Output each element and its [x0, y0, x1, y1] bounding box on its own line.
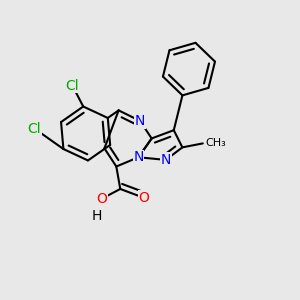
Text: O: O	[139, 191, 149, 205]
Text: Cl: Cl	[28, 122, 41, 136]
Text: N: N	[135, 114, 145, 128]
Text: O: O	[97, 191, 108, 206]
Text: Cl: Cl	[66, 79, 79, 93]
Text: CH₃: CH₃	[206, 138, 226, 148]
Text: N: N	[133, 150, 144, 164]
Text: N: N	[161, 153, 171, 167]
Text: H: H	[92, 209, 102, 223]
